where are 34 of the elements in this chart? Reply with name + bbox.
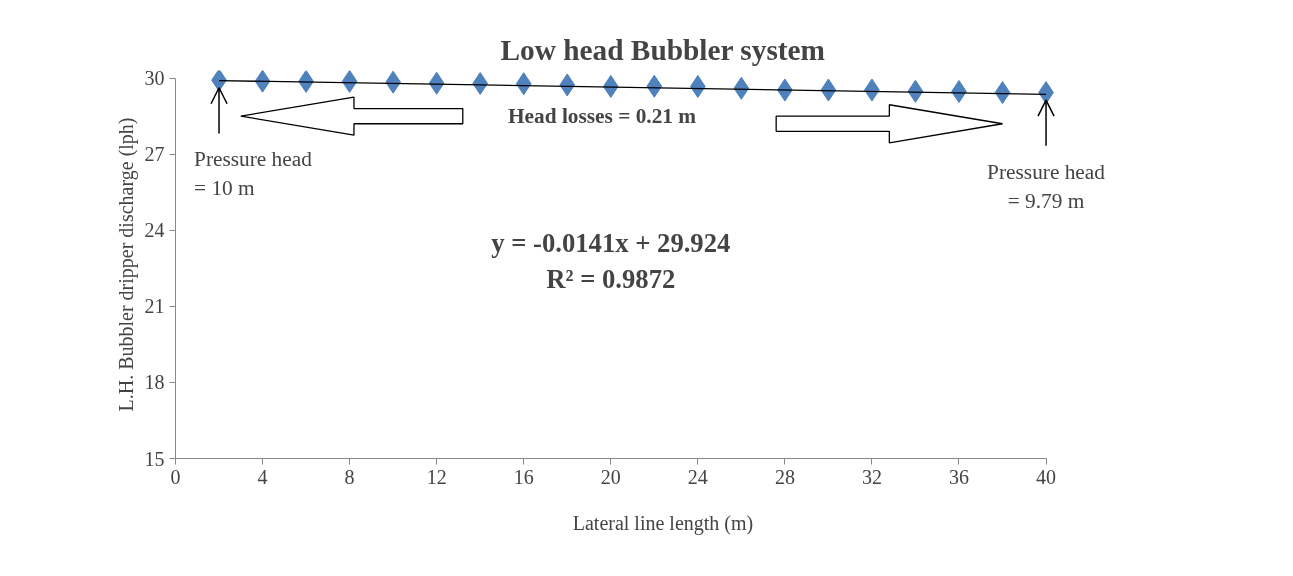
y-tick-label: 30 [144, 67, 165, 90]
x-tick-label: 20 [600, 465, 621, 488]
x-tick-label: 16 [513, 465, 534, 488]
annotation: Pressure head = 9.79 m [987, 159, 1106, 213]
x-tick-label: 40 [1036, 465, 1057, 488]
point [559, 73, 576, 97]
x-tick-label: 24 [687, 465, 708, 488]
x-tick-label: 28 [774, 465, 795, 488]
x-tick-label: 8 [344, 465, 355, 488]
point [254, 70, 271, 93]
annotation: Head losses = 0.21 m [508, 104, 697, 129]
y-tick-label: 27 [144, 143, 165, 166]
x-tick-label: 32 [861, 465, 882, 488]
point [515, 72, 532, 96]
point [689, 74, 706, 98]
annotation: Pressure head = 10 m [194, 147, 313, 201]
chart-title: Low head Bubbler system [500, 33, 826, 66]
point [211, 70, 227, 92]
point [994, 81, 1011, 105]
x-tick-label: 36 [948, 465, 969, 488]
x-axis-title: Lateral line length (m) [572, 511, 754, 535]
y-tick-label: 24 [144, 219, 165, 242]
y-tick-label: 18 [144, 371, 165, 394]
x-tick-label: 0 [170, 465, 181, 488]
y-axis-title: L.H. Bubbler dripper discharge (lph) [114, 117, 138, 412]
point [820, 78, 837, 102]
x-tick-label: 4 [257, 465, 268, 488]
point [428, 71, 445, 95]
annotation: y = -0.0141x + 29.924 R² = 0.9872 [491, 227, 731, 294]
x-tick-label: 12 [426, 465, 447, 488]
y-tick-label: 15 [144, 447, 165, 470]
y-tick-label: 21 [144, 295, 165, 318]
point [341, 70, 358, 93]
point [733, 76, 750, 100]
